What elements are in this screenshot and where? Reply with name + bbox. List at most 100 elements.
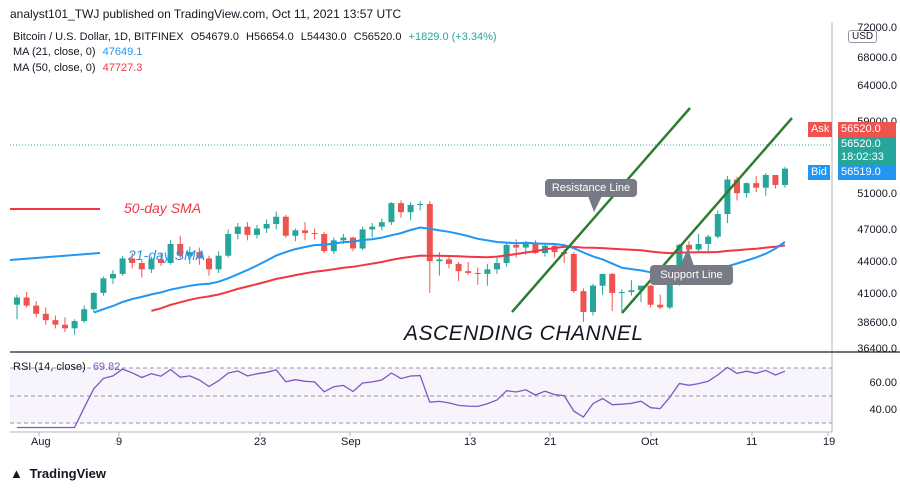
candle-body[interactable] — [292, 230, 299, 236]
candle-body[interactable] — [590, 285, 596, 312]
candle-body[interactable] — [762, 174, 769, 188]
candle-body[interactable] — [666, 283, 673, 308]
candle-body[interactable] — [129, 258, 136, 263]
candle-body[interactable] — [628, 290, 635, 293]
candle-body[interactable] — [638, 285, 644, 291]
time-label: Oct — [641, 436, 659, 448]
candle-body[interactable] — [705, 236, 712, 244]
candle-body[interactable] — [321, 233, 328, 252]
candle-body[interactable] — [398, 203, 404, 213]
candle-body[interactable] — [90, 292, 97, 310]
candle-body[interactable] — [273, 216, 280, 224]
candle-body[interactable] — [503, 244, 510, 263]
ohlc-close: C56520.0 — [353, 31, 402, 43]
candle-body[interactable] — [340, 237, 347, 241]
candle-body[interactable] — [206, 258, 212, 270]
candle-body[interactable] — [388, 203, 395, 223]
candle-body[interactable] — [618, 292, 625, 294]
ma50-value: 47727.3 — [102, 62, 143, 74]
candle-body[interactable] — [695, 243, 702, 250]
channel-upper-line[interactable] — [511, 107, 691, 313]
tradingview-logo-icon: ▲ — [10, 466, 23, 481]
candle-body[interactable] — [570, 253, 577, 292]
candle-body[interactable] — [311, 233, 318, 235]
price-tick: 44000.0 — [857, 256, 897, 268]
candle-body[interactable] — [23, 297, 30, 306]
candle-body[interactable] — [714, 213, 721, 237]
candle-body[interactable] — [599, 273, 606, 286]
candle-body[interactable] — [282, 216, 289, 236]
candle-body[interactable] — [14, 297, 20, 305]
candle-body[interactable] — [71, 321, 78, 329]
candle-body[interactable] — [359, 229, 366, 249]
price-tick: 47000.0 — [857, 224, 897, 236]
candle-body[interactable] — [532, 243, 539, 254]
resistance-line-callout: Resistance Line — [545, 179, 637, 197]
candle-body[interactable] — [350, 237, 356, 249]
currency-badge[interactable]: USD — [848, 30, 878, 43]
candle-body[interactable] — [436, 259, 443, 262]
ma21-legend[interactable]: MA (21, close, 0) 47649.1 — [13, 46, 146, 58]
candle-body[interactable] — [33, 305, 40, 314]
candle-body[interactable] — [100, 278, 107, 293]
candle-body[interactable] — [81, 309, 88, 322]
candle-body[interactable] — [426, 204, 433, 262]
candle-body[interactable] — [369, 226, 376, 230]
candle-body[interactable] — [263, 223, 270, 229]
rsi-legend[interactable]: RSI (14, close) 69.82 — [13, 361, 124, 373]
candle-body[interactable] — [676, 244, 683, 284]
candle-body[interactable] — [772, 174, 779, 185]
candle-body[interactable] — [724, 179, 731, 214]
candle-body[interactable] — [782, 168, 788, 185]
candle-body[interactable] — [686, 244, 692, 250]
tradingview-footer[interactable]: ▲ TradingView — [10, 466, 106, 481]
candle-body[interactable] — [743, 183, 750, 194]
candle-body[interactable] — [513, 244, 520, 248]
candle-body[interactable] — [177, 243, 184, 256]
candle-body[interactable] — [417, 204, 424, 206]
symbol-name: Bitcoin / U.S. Dollar, 1D, BITFINEX — [13, 31, 184, 43]
candle-body[interactable] — [244, 226, 251, 235]
candle-body[interactable] — [609, 273, 616, 293]
candle-body[interactable] — [62, 324, 68, 329]
candle-body[interactable] — [119, 258, 126, 274]
candle-body[interactable] — [378, 222, 385, 227]
candle-body[interactable] — [110, 273, 116, 279]
candle-body[interactable] — [148, 259, 155, 270]
candle-body[interactable] — [647, 285, 654, 305]
candle-body[interactable] — [522, 243, 529, 248]
candle-body[interactable] — [734, 179, 740, 194]
candle-body[interactable] — [167, 243, 174, 263]
candle-body[interactable] — [455, 263, 462, 272]
candle-body[interactable] — [186, 252, 193, 256]
candle-body[interactable] — [138, 262, 145, 270]
candle-body[interactable] — [52, 320, 59, 325]
candle-body[interactable] — [234, 226, 241, 234]
candle-body[interactable] — [657, 304, 664, 308]
publisher-text: analyst101_TWJ published on TradingView.… — [10, 7, 402, 21]
ma50-legend[interactable]: MA (50, close, 0) 47727.3 — [13, 62, 146, 74]
candle-body[interactable] — [474, 272, 481, 274]
candle-body[interactable] — [753, 183, 760, 188]
candle-body[interactable] — [407, 204, 414, 213]
candle-body[interactable] — [446, 259, 452, 264]
time-label: Aug — [31, 436, 51, 448]
candle-body[interactable] — [330, 240, 337, 252]
candle-body[interactable] — [254, 228, 260, 235]
candle-body[interactable] — [494, 262, 500, 270]
time-label: 13 — [464, 436, 477, 448]
ohlc-open: O54679.0 — [190, 31, 239, 43]
ascending-channel-label: ASCENDING CHANNEL — [404, 322, 644, 345]
symbol-legend: Bitcoin / U.S. Dollar, 1D, BITFINEX O546… — [13, 31, 501, 43]
candle-body[interactable] — [42, 313, 49, 321]
candle-body[interactable] — [158, 259, 164, 263]
candle-body[interactable] — [580, 291, 587, 312]
candle-body[interactable] — [196, 252, 203, 259]
candle-body[interactable] — [215, 255, 222, 270]
rsi-tick: 60.00 — [869, 377, 897, 389]
candle-body[interactable] — [302, 230, 308, 234]
candle-body[interactable] — [225, 233, 232, 256]
candle-body[interactable] — [484, 269, 491, 274]
candle-body[interactable] — [465, 271, 472, 273]
